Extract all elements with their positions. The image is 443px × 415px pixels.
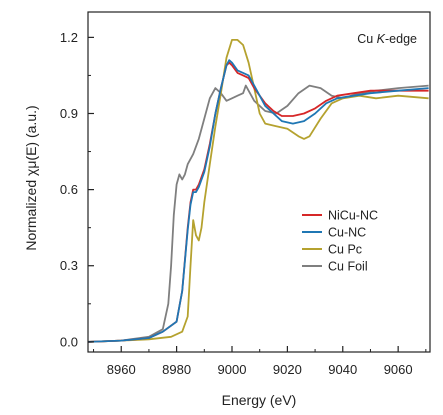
y-tick-label: 0.9 xyxy=(60,106,78,121)
x-tick-label: 9060 xyxy=(384,362,413,377)
legend-label: Cu Pc xyxy=(328,243,362,257)
annotation-suffix: -edge xyxy=(385,32,417,46)
x-tick-label: 9000 xyxy=(218,362,247,377)
legend-label: Cu Foil xyxy=(328,260,368,274)
x-tick-label: 8960 xyxy=(107,362,136,377)
annotation-prefix: Cu xyxy=(357,32,376,46)
x-tick-label: 9020 xyxy=(273,362,302,377)
plot-frame xyxy=(87,11,431,353)
series-line-cu-pc xyxy=(87,39,429,343)
annotation-italic: K xyxy=(377,32,386,46)
y-tick-label: 0.6 xyxy=(60,182,78,197)
y-tick-label: 0.0 xyxy=(60,334,78,349)
y-tick-label: 1.2 xyxy=(60,30,78,45)
series-line-cu-nc xyxy=(87,59,429,343)
x-axis-label: Energy (eV) xyxy=(222,392,297,408)
x-tick-label: 8980 xyxy=(162,362,191,377)
legend: NiCu-NC Cu-NC Cu Pc Cu Foil xyxy=(302,209,378,274)
series-line-cu-foil xyxy=(87,84,429,343)
edge-annotation: Cu K-edge xyxy=(357,32,417,46)
axis-ticks: 8960 8980 9000 9020 9040 9060 0.0 0.3 0.6 0.9 1.2 xyxy=(60,30,427,377)
legend-label: Cu-NC xyxy=(328,226,366,240)
legend-label: NiCu-NC xyxy=(328,209,378,223)
y-axis-label: Normalized χμ(E) (a.u.) xyxy=(23,105,39,250)
x-tick-label: 9040 xyxy=(328,362,357,377)
plot-lines xyxy=(87,39,429,343)
y-tick-label: 0.3 xyxy=(60,258,78,273)
